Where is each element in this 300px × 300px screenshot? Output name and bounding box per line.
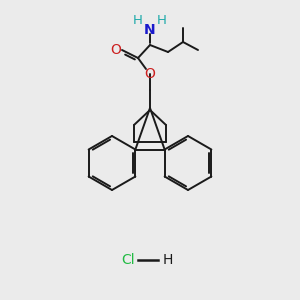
Text: N: N: [144, 23, 156, 37]
Text: H: H: [163, 253, 173, 267]
Text: Cl: Cl: [121, 253, 135, 267]
Text: O: O: [111, 43, 122, 57]
Text: H: H: [157, 14, 167, 26]
Text: H: H: [133, 14, 143, 26]
Text: O: O: [145, 67, 155, 81]
